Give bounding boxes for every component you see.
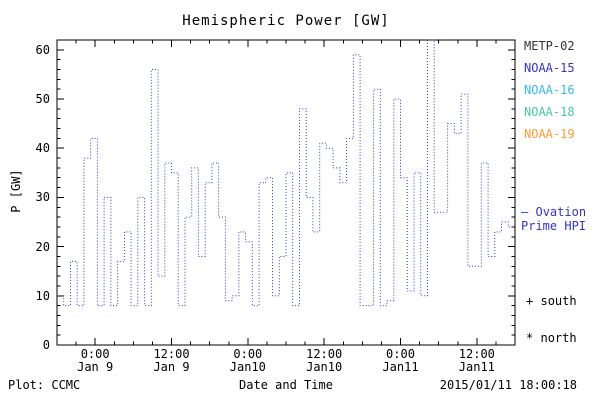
y-tick-label: 30: [35, 190, 50, 205]
axis-ticks: [57, 40, 515, 346]
plus-marker-icon: +: [526, 294, 534, 308]
x-tick-label: 12:00 Jan11: [458, 347, 495, 374]
chart-title: Hemispheric Power [GW]: [182, 13, 390, 29]
ovation-line2: Prime HPI: [521, 219, 587, 233]
ovation-text: Ovation: [535, 205, 587, 219]
x-tick-label: 0:00 Jan10: [229, 347, 266, 374]
line-style-marker: –: [521, 205, 529, 219]
legend-south: + south: [526, 294, 577, 308]
legend-north: * north: [526, 331, 577, 345]
x-tick-label: 0:00 Jan11: [382, 347, 419, 374]
legend-item-noaa-19: NOAA-19: [524, 127, 575, 141]
y-tick-label: 10: [35, 288, 50, 303]
x-tick-label: 12:00 Jan10: [306, 347, 343, 374]
x-tick-label: 0:00 Jan 9: [77, 347, 114, 374]
ovation-line1: – Ovation: [521, 205, 586, 219]
legend-item-noaa-18: NOAA-18: [524, 105, 575, 119]
legend-item-noaa-15: NOAA-15: [524, 61, 575, 75]
y-tick-label: 0: [42, 338, 50, 352]
asterisk-marker-icon: *: [526, 331, 534, 345]
plot-timestamp: 2015/01/11 18:00:18: [439, 378, 577, 392]
ovation-prime-hpi-label: – Ovation Prime HPI: [521, 205, 586, 233]
legend-item-metp-02: METP-02: [524, 39, 575, 53]
y-tick-label: 20: [35, 239, 50, 254]
satellite-legend: METP-02 NOAA-15 NOAA-16 NOAA-18 NOAA-19: [524, 40, 575, 150]
y-tick-label: 50: [35, 92, 50, 107]
x-tick-label: 12:00 Jan 9: [153, 347, 190, 374]
north-label: north: [540, 331, 577, 345]
x-axis-label: Date and Time: [239, 378, 333, 392]
hpi-data-line: [57, 39, 515, 307]
legend-item-noaa-16: NOAA-16: [524, 83, 575, 97]
plot-source-label: Plot: CCMC: [8, 378, 81, 392]
south-label: south: [540, 294, 577, 308]
y-tick-label: 40: [35, 141, 50, 156]
y-tick-label: 60: [35, 42, 50, 57]
